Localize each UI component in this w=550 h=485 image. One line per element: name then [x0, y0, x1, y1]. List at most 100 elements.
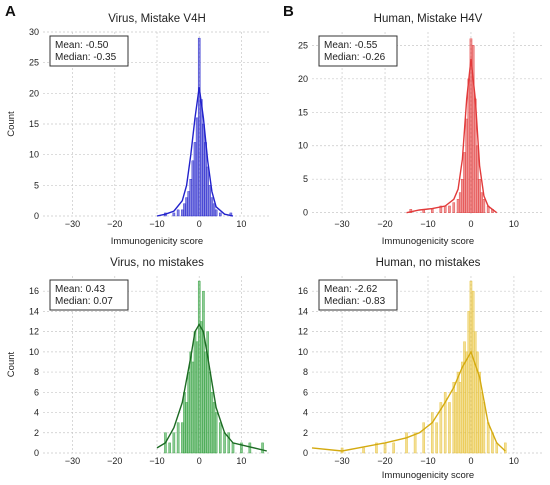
histogram-bar — [392, 442, 395, 454]
x-tick-label: 0 — [197, 456, 202, 466]
histogram-bar — [214, 412, 218, 454]
y-tick-label: 4 — [303, 408, 308, 418]
histogram-bar — [435, 422, 438, 454]
x-tick-label: 10 — [509, 219, 519, 229]
histogram-bar — [185, 197, 188, 217]
x-tick-label: −10 — [420, 219, 435, 229]
histogram-bar — [231, 442, 235, 454]
histogram-bar — [362, 447, 365, 454]
histogram-bar — [200, 321, 203, 454]
x-tick-label: 0 — [468, 219, 473, 229]
histogram-bar — [206, 166, 209, 217]
histogram-bar — [212, 402, 216, 454]
histogram-bar — [210, 392, 214, 454]
x-tick-label: −20 — [377, 456, 392, 466]
x-axis-label: Immunogenicity score — [111, 236, 203, 247]
histogram-bar — [458, 382, 462, 454]
kde-line — [156, 87, 234, 217]
histogram-bar — [383, 442, 387, 454]
y-tick-label: 0 — [303, 448, 308, 458]
histogram-bar — [486, 422, 490, 454]
histogram-bar — [200, 99, 203, 217]
x-tick-label: −30 — [65, 219, 80, 229]
histogram-bar — [210, 197, 214, 217]
stats-annotation-box — [49, 35, 129, 67]
x-tick-label: −20 — [377, 219, 392, 229]
x-tick-label: −30 — [65, 456, 80, 466]
chart-title: Virus, Mistake V4H — [108, 13, 206, 25]
histogram-bar — [172, 432, 176, 454]
y-tick-label: 30 — [29, 27, 39, 37]
x-tick-label: 10 — [236, 219, 246, 229]
y-tick-label: 20 — [29, 88, 39, 98]
histogram-bar — [191, 160, 195, 217]
histogram-bar — [176, 422, 180, 454]
histogram-bar — [504, 442, 507, 454]
histogram-bar — [168, 442, 171, 454]
histogram-bar — [431, 412, 434, 454]
chart-panel-3: −30 −20 −10 0 10 0 2 4 6 8 10 12 14 16 Virus, no mista… — [6, 257, 271, 466]
histogram-bar — [469, 280, 473, 454]
histogram-bar — [456, 371, 460, 454]
y-tick-label: 0 — [34, 448, 39, 458]
histogram-bar — [208, 371, 212, 454]
histogram-bar — [465, 351, 468, 454]
histogram-bar — [189, 351, 193, 454]
y-tick-label: 14 — [29, 306, 39, 316]
histogram-bar — [189, 178, 193, 217]
histogram-bar — [439, 205, 443, 213]
kde-line — [311, 350, 506, 452]
x-tick-label: −10 — [420, 456, 435, 466]
histogram-bar — [195, 341, 199, 454]
histogram-bar — [467, 78, 471, 213]
x-tick-label: −20 — [107, 456, 122, 466]
y-tick-label: 5 — [303, 174, 308, 184]
x-tick-label: −30 — [334, 456, 349, 466]
histogram-bar — [191, 361, 195, 454]
histogram-bar — [413, 432, 417, 454]
y-tick-label: 16 — [29, 286, 39, 296]
histogram-bar — [480, 392, 483, 454]
histogram-bar — [478, 178, 481, 213]
y-axis-label: Count — [6, 351, 17, 377]
panel-label-b: B — [283, 3, 294, 20]
histogram-bar — [248, 442, 252, 454]
histogram-bar — [214, 209, 218, 217]
histogram-bar — [431, 209, 434, 213]
histogram-bar — [482, 199, 486, 213]
histogram-bar — [181, 209, 184, 217]
x-tick-label: 10 — [236, 456, 246, 466]
histogram-bar — [240, 442, 243, 454]
histogram-bar — [202, 123, 205, 217]
chart-panel-4: −30 −20 −10 0 10 0 2 4 6 8 10 12 14 16 Human, no mista… — [298, 257, 544, 481]
median-label: Median: 0.07 — [55, 296, 113, 307]
y-tick-label: 14 — [298, 306, 308, 316]
y-axis-label: Count — [6, 111, 17, 137]
histogram-bar — [197, 37, 201, 217]
stats-annotation-box — [49, 279, 129, 311]
y-tick-label: 10 — [298, 347, 308, 357]
chart-title: Human, no mistakes — [376, 257, 481, 269]
mean-label: Mean: -2.62 — [324, 284, 378, 295]
y-tick-label: 16 — [298, 286, 308, 296]
histogram-bar — [212, 203, 216, 217]
y-tick-label: 10 — [298, 141, 308, 151]
histogram-bar — [463, 152, 466, 213]
histogram-bar — [454, 392, 458, 454]
x-tick-label: −10 — [149, 456, 164, 466]
histogram-bar — [473, 331, 477, 454]
histogram-bar — [405, 432, 408, 454]
y-tick-label: 4 — [34, 408, 39, 418]
histogram-bar — [480, 192, 483, 213]
y-tick-label: 10 — [29, 347, 39, 357]
y-tick-label: 2 — [34, 428, 39, 438]
mean-label: Mean: 0.43 — [55, 284, 105, 295]
histogram-bar — [195, 117, 199, 217]
chart-panel-2: −30 −20 −10 0 10 0 5 10 15 20 25 Human, Mistake H4V… — [298, 13, 544, 247]
histogram-bar — [227, 432, 231, 454]
y-tick-label: 0 — [34, 211, 39, 221]
kde-line — [156, 323, 267, 452]
panel-label-a: A — [5, 3, 16, 20]
histogram-bar — [172, 212, 176, 217]
